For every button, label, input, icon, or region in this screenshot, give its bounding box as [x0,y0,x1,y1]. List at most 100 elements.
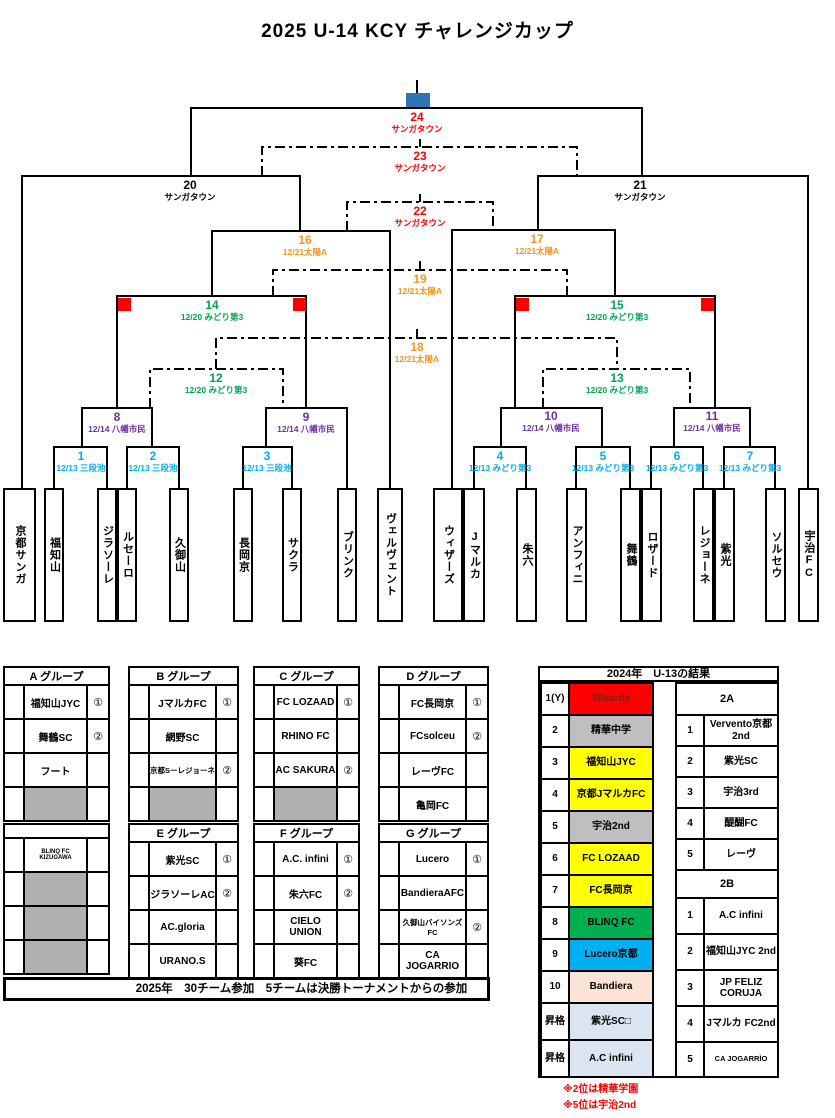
match-label-12: 12 12/20 みどり第3 [185,372,247,395]
team-box: 長岡京 [233,488,253,622]
team-cell: CA JOGARRÌO [703,1041,779,1078]
group-team-cell: 葵FC [273,943,338,979]
match-label-18: 18 12/21太陽A [395,341,439,364]
team-name: ソルセウ [770,531,782,579]
team-box: ソルセウ [765,488,786,622]
team-cell: 宇治3rd [703,776,779,809]
group-team-cell: 紫光SC [148,841,217,877]
group-mark-cell [336,786,360,822]
group-team-cell: 久御山バイソンズFC [398,909,467,945]
match-number: 3 [263,449,271,463]
group-mark-cell [465,875,489,911]
team-box: 紫光 [714,488,735,622]
team-box: ヴェルヴェント [377,488,403,622]
rank-cell: 1 [675,897,705,935]
participation-note: 2025年 30チーム参加 5チームは決勝トーナメントからの参加 [3,977,490,1001]
match-label-4: 4 12/13 みどり第3 [469,450,531,473]
group-team-cell: Lucero [398,841,467,877]
match-label-6: 6 12/13 みどり第3 [646,450,708,473]
group-mark-cell: ② [215,875,239,911]
rank-cell: 4 [540,778,570,812]
group-table-f: F グループ A.C. infini ① 朱六FC ② CIELO UNION 葵F… [253,823,360,979]
team-name: アンフィニ [571,525,583,585]
rank-cell: 9 [540,938,570,972]
group-team-cell: FCsolceu [398,718,467,754]
group-mark-cell: ① [465,841,489,877]
match-number: 17 [530,232,544,246]
loser-marker [516,298,529,311]
match-label-3: 3 12/13 三段池 [242,450,291,473]
group-mark-cell: ② [336,875,360,911]
match-venue: 12/20 みどり第3 [585,385,649,395]
group-team-cell: BandieraAFC [398,875,467,911]
group-team-cell [23,786,88,822]
group-header [2,823,111,839]
group-mark-cell [85,837,111,873]
rank-cell: 10 [540,970,570,1004]
team-box: サクラ [282,488,302,622]
team-name: ロザード [646,531,658,579]
group-header: G グループ [378,823,489,843]
match-label-11: 11 12/14 八幡市民 [683,410,741,433]
rank-cell: 5 [675,838,705,871]
team-cell: A.C infini [703,897,779,935]
team-box: ロザード [641,488,662,622]
group-mark-cell [215,718,239,754]
match-venue: 12/13 三段池 [242,463,292,473]
group-mark-cell: ① [465,684,489,720]
team-box: アンフィニ [566,488,587,622]
match-label-13: 13 12/20 みどり第3 [586,372,648,395]
group-table-extra: BLINQ FC KIZUGAWA [2,823,111,975]
team-box: ブリンク [337,488,357,622]
team-cell: FC長岡京 [568,874,654,908]
match-venue: 12/13 みどり第3 [645,463,709,473]
bracket-line [21,175,301,488]
group-table-a: A グループ 福知山JYC ① 舞鶴SC ② フート [2,666,111,822]
team-box: 舞鶴 [620,488,641,622]
group-team-cell: A.C. infini [273,841,338,877]
team-name: ブリンク [341,531,354,579]
match-venue: 12/21太陽A [514,246,560,256]
match-venue: 12/13 三段池 [128,463,178,473]
group-header: A グループ [2,666,111,686]
team-name: 朱六 [521,543,533,567]
rank-cell: 4 [675,1005,705,1043]
team-cell: BLINQ FC [568,906,654,940]
group-team-cell [273,786,338,822]
match-number: 1 [77,449,85,463]
team-cell: 醍醐FC [703,807,779,840]
rank-cell: 8 [540,906,570,940]
group-header: C グループ [253,666,360,686]
rank-cell: 3 [675,776,705,809]
group-team-cell: 舞鶴SC [23,718,88,754]
team-box: ウィザーズ [433,488,463,622]
team-box: 宇治FC [798,488,819,622]
bracket-line [537,175,809,488]
match-number: 14 [205,298,219,312]
match-venue: 12/13 みどり第3 [718,463,782,473]
match-venue: 12/14 八幡市民 [683,423,741,433]
results-title: 2024年 U-13の結果 [540,668,777,682]
group-mark-cell: ① [336,841,360,877]
group-team-cell: フート [23,752,88,788]
team-cell: Jマルカ FC2nd [703,1005,779,1043]
match-number: 24 [410,110,424,124]
team-name: 舞鶴 [625,543,637,567]
match-venue: 12/14 八幡市民 [88,424,146,434]
team-name: 京都サンガ [14,525,26,585]
team-cell: 紫光SC□ [568,1002,654,1041]
rank-cell: 2 [675,745,705,778]
group-mark-cell: ① [336,684,360,720]
match-label-7: 7 12/13 みどり第3 [719,450,781,473]
team-cell: Vervento京都 2nd [703,714,779,747]
match-number: 2 [149,449,157,463]
rank-cell: 7 [540,874,570,908]
group-team-cell [148,786,217,822]
group-team-cell: レーヴFC [398,752,467,788]
match-number: 12 [209,371,223,385]
bracket-line [211,230,391,488]
team-cell: FC LOZAAD [568,842,654,876]
match-venue: サンガタウン [164,192,216,202]
